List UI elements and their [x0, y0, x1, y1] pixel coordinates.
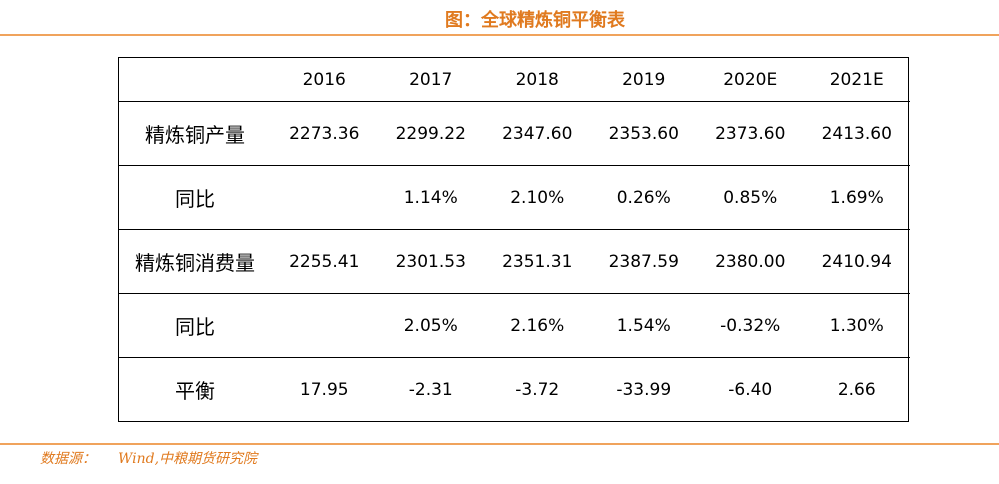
header-cell-2017: 2017 — [409, 69, 453, 90]
table-row: 同比 1.14% 2.10% 0.26% 0.85% 1.69% — [119, 165, 910, 230]
source-value: Wind,中粮期货研究院 — [118, 451, 258, 467]
table-cell: 2380.00 — [697, 229, 804, 294]
table-cell: 0.85% — [697, 165, 804, 230]
table-cell: 2373.60 — [697, 101, 804, 166]
table-cell: 2410.94 — [803, 229, 910, 294]
top-divider — [0, 34, 999, 36]
table-cell: 2273.36 — [271, 101, 378, 166]
row-label: 同比 — [119, 165, 271, 230]
table-cell: -0.32% — [697, 293, 804, 358]
bottom-divider — [0, 443, 999, 445]
header-cell-2018: 2018 — [515, 69, 559, 90]
table-cell: 2.16% — [484, 293, 591, 358]
copper-balance-table: 2016 2017 2018 2019 2020E 2021E 精炼铜产量 22… — [118, 57, 910, 422]
table-row: 平衡 17.95 -2.31 -3.72 -33.99 -6.40 2.66 — [119, 357, 910, 421]
table-cell: -2.31 — [377, 357, 484, 421]
table-cell: 2.05% — [377, 293, 484, 358]
table-cell: 1.14% — [377, 165, 484, 230]
table-cell — [271, 293, 378, 358]
table-cell: -3.72 — [484, 357, 591, 421]
table-cell — [271, 165, 378, 230]
row-label: 精炼铜消费量 — [119, 229, 271, 294]
page-title: 图：全球精炼铜平衡表 — [445, 10, 625, 31]
table-cell: 2387.59 — [590, 229, 697, 294]
header-cell-2019: 2019 — [622, 69, 666, 90]
header-cell-2016: 2016 — [302, 69, 346, 90]
table-cell: 17.95 — [271, 357, 378, 421]
table-cell: 2.66 — [803, 357, 910, 421]
source-note: 数据源： Wind,中粮期货研究院 — [40, 446, 257, 472]
table-cell: 2299.22 — [377, 101, 484, 166]
table-header-row: 2016 2017 2018 2019 2020E 2021E — [119, 58, 910, 102]
table-cell: 1.69% — [803, 165, 910, 230]
table-cell: 2353.60 — [590, 101, 697, 166]
row-label: 平衡 — [119, 357, 271, 421]
table-cell: 2413.60 — [803, 101, 910, 166]
table-cell: 1.30% — [803, 293, 910, 358]
header-cell-2021e: 2021E — [829, 69, 884, 90]
table-cell: 2301.53 — [377, 229, 484, 294]
balance-table: 2016 2017 2018 2019 2020E 2021E 精炼铜产量 22… — [119, 58, 910, 421]
table-row: 精炼铜产量 2273.36 2299.22 2347.60 2353.60 23… — [119, 101, 910, 166]
table-cell: 1.54% — [590, 293, 697, 358]
table-cell: 2255.41 — [271, 229, 378, 294]
source-label: 数据源： — [40, 451, 96, 467]
table-cell: 2351.31 — [484, 229, 591, 294]
table-cell: -33.99 — [590, 357, 697, 421]
header-cell-blank — [119, 58, 271, 102]
table-cell: -6.40 — [697, 357, 804, 421]
row-label: 同比 — [119, 293, 271, 358]
header-cell-2020e: 2020E — [723, 69, 778, 90]
table-cell: 2.10% — [484, 165, 591, 230]
table-cell: 2347.60 — [484, 101, 591, 166]
table-cell: 0.26% — [590, 165, 697, 230]
table-row: 同比 2.05% 2.16% 1.54% -0.32% 1.30% — [119, 293, 910, 358]
table-row: 精炼铜消费量 2255.41 2301.53 2351.31 2387.59 2… — [119, 229, 910, 294]
row-label: 精炼铜产量 — [119, 101, 271, 166]
